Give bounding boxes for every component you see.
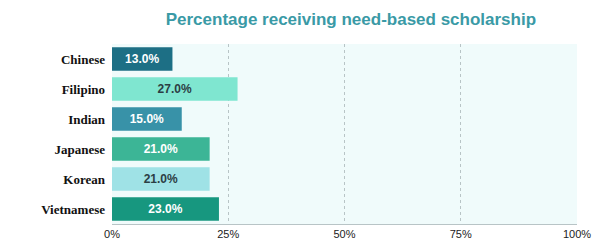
svg-text:13.0%: 13.0% bbox=[125, 52, 159, 66]
svg-text:Vietnamese: Vietnamese bbox=[41, 202, 105, 217]
svg-text:Japanese: Japanese bbox=[54, 142, 105, 157]
svg-text:0%: 0% bbox=[104, 228, 120, 240]
svg-text:27.0%: 27.0% bbox=[158, 82, 192, 96]
svg-text:50%: 50% bbox=[333, 228, 355, 240]
svg-text:23.0%: 23.0% bbox=[148, 202, 182, 216]
svg-text:25%: 25% bbox=[217, 228, 239, 240]
svg-text:15.0%: 15.0% bbox=[130, 112, 164, 126]
svg-text:100%: 100% bbox=[563, 228, 591, 240]
svg-text:21.0%: 21.0% bbox=[144, 142, 178, 156]
svg-text:Chinese: Chinese bbox=[61, 52, 105, 67]
svg-text:Korean: Korean bbox=[63, 172, 105, 187]
svg-text:21.0%: 21.0% bbox=[144, 172, 178, 186]
svg-text:Indian: Indian bbox=[68, 112, 106, 127]
svg-text:75%: 75% bbox=[450, 228, 472, 240]
svg-text:Percentage receiving need-base: Percentage receiving need-based scholars… bbox=[166, 10, 536, 29]
svg-text:Filipino: Filipino bbox=[62, 82, 105, 97]
